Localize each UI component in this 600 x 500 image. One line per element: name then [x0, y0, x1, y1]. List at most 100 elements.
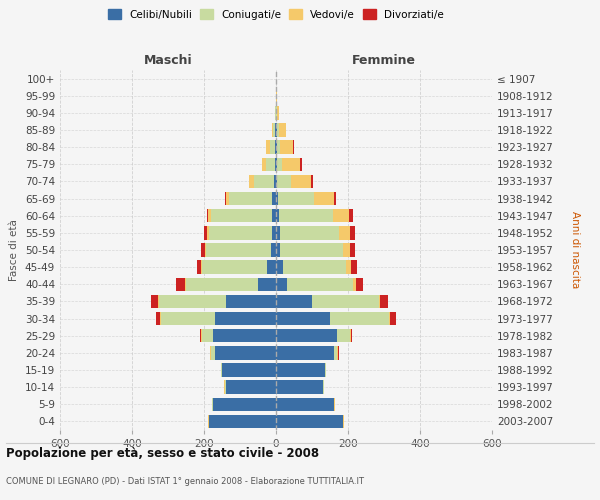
Bar	[209, 414, 276, 428]
Bar	[280, 140, 293, 154]
Bar	[275, 106, 276, 120]
Bar	[213, 329, 276, 342]
Bar	[276, 192, 278, 205]
Bar	[277, 140, 280, 154]
Bar	[339, 226, 350, 239]
Bar	[274, 174, 276, 188]
Bar	[205, 244, 206, 256]
Bar	[350, 260, 357, 274]
Bar	[226, 294, 276, 308]
Bar	[276, 140, 277, 154]
Bar	[350, 329, 352, 342]
Bar	[202, 260, 267, 274]
Bar	[330, 312, 389, 326]
Bar	[176, 278, 185, 291]
Text: Maschi: Maschi	[143, 54, 193, 68]
Bar	[276, 89, 277, 102]
Bar	[276, 244, 280, 256]
Bar	[272, 226, 276, 239]
Bar	[279, 209, 333, 222]
Bar	[254, 174, 274, 188]
Bar	[280, 244, 343, 256]
Bar	[213, 398, 276, 411]
Bar	[266, 158, 275, 171]
Bar	[276, 174, 277, 188]
Bar	[158, 294, 159, 308]
Bar	[221, 364, 222, 376]
Bar	[160, 312, 161, 326]
Bar	[202, 329, 213, 342]
Bar	[312, 294, 379, 308]
Text: COMUNE DI LEGNARO (PD) - Dati ISTAT 1° gennaio 2008 - Elaborazione TUTTITALIA.IT: COMUNE DI LEGNARO (PD) - Dati ISTAT 1° g…	[6, 477, 364, 486]
Bar	[334, 346, 337, 360]
Bar	[249, 174, 254, 188]
Bar	[276, 312, 330, 326]
Bar	[292, 174, 311, 188]
Bar	[161, 312, 215, 326]
Bar	[343, 244, 350, 256]
Bar	[208, 209, 211, 222]
Bar	[225, 192, 226, 205]
Bar	[276, 294, 312, 308]
Legend: Celibi/Nubili, Coniugati/e, Vedovi/e, Divorziati/e: Celibi/Nubili, Coniugati/e, Vedovi/e, Di…	[104, 5, 448, 24]
Bar	[277, 106, 278, 120]
Bar	[276, 414, 343, 428]
Bar	[349, 209, 353, 222]
Bar	[391, 312, 396, 326]
Bar	[209, 226, 272, 239]
Bar	[280, 226, 339, 239]
Bar	[278, 124, 286, 136]
Bar	[343, 414, 344, 428]
Bar	[185, 278, 186, 291]
Bar	[200, 329, 202, 342]
Bar	[337, 346, 338, 360]
Bar	[197, 260, 202, 274]
Bar	[206, 244, 271, 256]
Bar	[380, 294, 388, 308]
Bar	[323, 380, 324, 394]
Bar	[276, 158, 277, 171]
Bar	[389, 312, 391, 326]
Text: Femmine: Femmine	[352, 54, 416, 68]
Bar	[226, 380, 276, 394]
Bar	[211, 209, 272, 222]
Text: Popolazione per età, sesso e stato civile - 2008: Popolazione per età, sesso e stato civil…	[6, 448, 319, 460]
Bar	[276, 226, 280, 239]
Bar	[271, 244, 276, 256]
Bar	[215, 346, 276, 360]
Bar	[350, 244, 355, 256]
Bar	[224, 380, 225, 394]
Bar	[277, 158, 282, 171]
Bar	[201, 244, 205, 256]
Bar	[267, 260, 276, 274]
Bar	[334, 398, 335, 411]
Bar	[346, 260, 350, 274]
Bar	[287, 278, 353, 291]
Bar	[276, 346, 334, 360]
Bar	[277, 174, 292, 188]
Bar	[229, 192, 272, 205]
Bar	[151, 294, 158, 308]
Bar	[208, 414, 209, 428]
Bar	[283, 260, 346, 274]
Bar	[276, 124, 277, 136]
Bar	[337, 329, 350, 342]
Y-axis label: Anni di nascita: Anni di nascita	[570, 212, 580, 288]
Bar	[314, 192, 334, 205]
Bar	[276, 329, 337, 342]
Bar	[276, 398, 334, 411]
Bar	[272, 192, 276, 205]
Bar	[212, 398, 213, 411]
Bar	[334, 192, 337, 205]
Bar	[276, 260, 283, 274]
Bar	[274, 124, 275, 136]
Bar	[258, 278, 276, 291]
Bar	[300, 158, 302, 171]
Bar	[156, 312, 160, 326]
Bar	[277, 124, 278, 136]
Bar	[215, 312, 276, 326]
Bar	[356, 278, 364, 291]
Bar	[206, 209, 208, 222]
Bar	[275, 140, 276, 154]
Bar	[325, 364, 326, 376]
